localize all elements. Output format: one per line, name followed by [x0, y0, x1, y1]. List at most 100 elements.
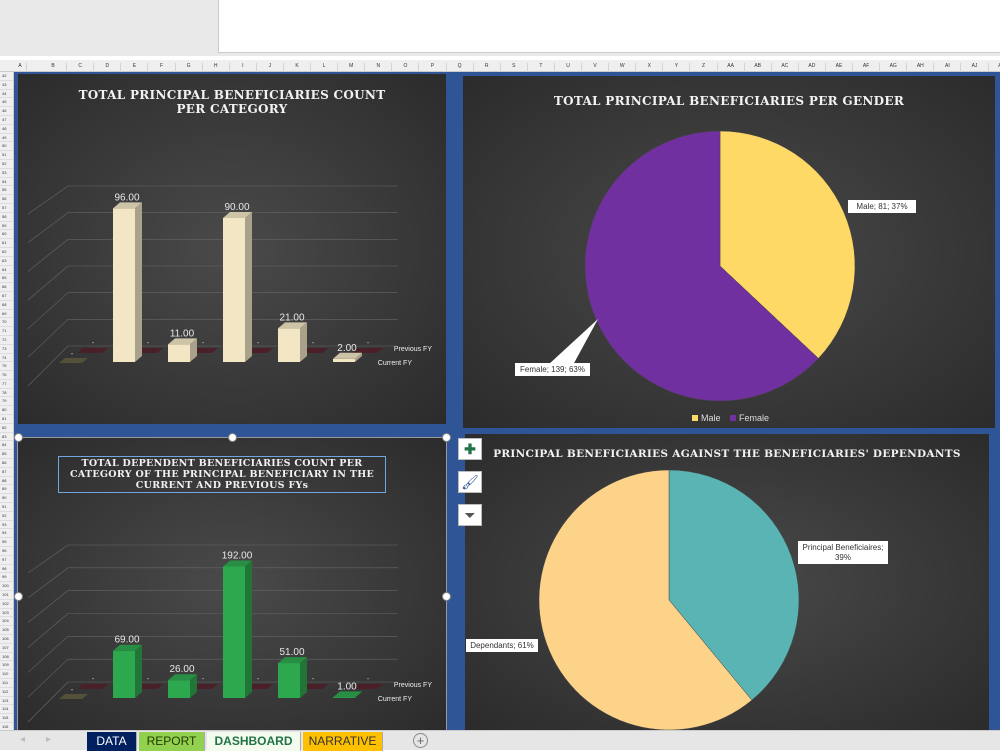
row-header[interactable]: 81	[0, 415, 13, 424]
chart-styles-button[interactable]: 🖌	[458, 471, 482, 493]
row-header[interactable]: 109	[0, 661, 13, 671]
row-header[interactable]: 57	[0, 204, 13, 213]
row-header[interactable]: 75	[0, 362, 13, 372]
column-header[interactable]: AF	[853, 63, 881, 72]
row-header[interactable]: 101	[0, 591, 13, 600]
row-header[interactable]: 106	[0, 635, 13, 644]
column-header[interactable]: U	[555, 63, 582, 72]
row-header[interactable]: 54	[0, 178, 13, 187]
row-header[interactable]: 95	[0, 538, 13, 548]
row-headers[interactable]: 42 43 44 45 46 47 48 49 50 51 52 53 54 55 56 57 58 59 60 61…	[0, 72, 14, 730]
column-header[interactable]: L	[311, 63, 339, 72]
row-header[interactable]: 86	[0, 459, 13, 468]
column-header[interactable]: K	[284, 63, 311, 72]
row-header[interactable]: 55	[0, 186, 13, 196]
row-header[interactable]: 77	[0, 380, 13, 389]
column-header[interactable]: B	[40, 63, 68, 72]
row-header[interactable]: 114	[0, 705, 13, 715]
column-header[interactable]: R	[474, 63, 501, 72]
column-header[interactable]: D	[94, 63, 122, 72]
row-header[interactable]: 93	[0, 521, 13, 530]
tab-report[interactable]: REPORT	[139, 732, 205, 751]
row-header[interactable]: 59	[0, 222, 13, 231]
column-header[interactable]: H	[203, 63, 230, 72]
row-header[interactable]: 56	[0, 195, 13, 204]
row-header[interactable]: 115	[0, 714, 13, 723]
row-header[interactable]: 43	[0, 81, 13, 90]
chart-elements-button[interactable]: ✚	[458, 438, 482, 460]
row-header[interactable]: 44	[0, 90, 13, 99]
row-header[interactable]: 105	[0, 626, 13, 635]
row-header[interactable]: 104	[0, 617, 13, 627]
row-header[interactable]: 46	[0, 107, 13, 116]
row-header[interactable]: 80	[0, 406, 13, 416]
row-header[interactable]: 111	[0, 679, 13, 688]
row-header[interactable]: 113	[0, 697, 13, 706]
row-header[interactable]: 96	[0, 547, 13, 556]
row-header[interactable]: 63	[0, 257, 13, 266]
row-header[interactable]: 103	[0, 609, 13, 618]
column-header[interactable]: T	[528, 63, 555, 72]
row-header[interactable]: 64	[0, 266, 13, 275]
row-header[interactable]: 48	[0, 125, 13, 134]
column-header[interactable]: M	[338, 63, 366, 72]
row-header[interactable]: 70	[0, 318, 13, 328]
row-header[interactable]: 66	[0, 283, 13, 292]
column-header[interactable]: P	[420, 63, 447, 72]
row-header[interactable]: 89	[0, 485, 13, 495]
row-header[interactable]: 94	[0, 529, 13, 539]
gender-pie-chart[interactable]: TOTAL PRINCIPAL BENEFICIARIES PER GENDER…	[463, 76, 995, 428]
column-header[interactable]: AK	[989, 63, 1000, 72]
row-header[interactable]: 110	[0, 670, 13, 679]
column-header[interactable]: Z	[691, 63, 718, 72]
row-header[interactable]: 49	[0, 134, 13, 143]
resize-handle[interactable]	[442, 592, 451, 601]
row-header[interactable]: 68	[0, 301, 13, 310]
row-header[interactable]: 102	[0, 600, 13, 609]
row-header[interactable]: 108	[0, 653, 13, 662]
column-header[interactable]: I	[230, 63, 257, 72]
column-header[interactable]: O	[392, 63, 420, 72]
row-header[interactable]: 100	[0, 582, 13, 592]
row-header[interactable]: 71	[0, 327, 13, 336]
column-header[interactable]: X	[636, 63, 664, 72]
row-header[interactable]: 51	[0, 151, 13, 160]
row-header[interactable]: 83	[0, 433, 13, 442]
row-header[interactable]: 90	[0, 494, 13, 504]
column-header[interactable]: N	[365, 63, 393, 72]
row-header[interactable]: 78	[0, 389, 13, 398]
add-sheet-button[interactable]: +	[413, 733, 428, 748]
column-header[interactable]: AH	[907, 63, 935, 72]
row-header[interactable]: 91	[0, 503, 13, 512]
column-header[interactable]: F	[149, 63, 176, 72]
column-header[interactable]: AJ	[962, 63, 989, 72]
row-header[interactable]: 74	[0, 354, 13, 363]
row-header[interactable]: 79	[0, 397, 13, 407]
row-header[interactable]: 98	[0, 565, 13, 574]
row-header[interactable]: 69	[0, 310, 13, 319]
row-header[interactable]: 42	[0, 72, 13, 81]
row-header[interactable]: 73	[0, 345, 13, 354]
resize-handle[interactable]	[228, 433, 237, 442]
row-header[interactable]: 84	[0, 441, 13, 451]
row-header[interactable]: 53	[0, 169, 13, 178]
row-header[interactable]: 112	[0, 688, 13, 697]
column-header[interactable]: AB	[745, 63, 772, 72]
row-header[interactable]: 50	[0, 142, 13, 152]
column-header[interactable]: S	[501, 63, 528, 72]
column-header[interactable]: AC	[772, 63, 799, 72]
row-header[interactable]: 116	[0, 723, 13, 730]
column-header[interactable]: AA	[718, 63, 745, 72]
column-header[interactable]: AG	[880, 63, 908, 72]
row-header[interactable]: 61	[0, 239, 13, 248]
row-header[interactable]: 99	[0, 573, 13, 583]
row-header[interactable]: 67	[0, 292, 13, 301]
row-header[interactable]: 58	[0, 213, 13, 222]
column-header[interactable]: W	[609, 63, 637, 72]
row-header[interactable]: 65	[0, 274, 13, 284]
row-header[interactable]: 72	[0, 336, 13, 345]
resize-handle[interactable]	[14, 592, 23, 601]
row-header[interactable]: 87	[0, 468, 13, 477]
column-header[interactable]: E	[121, 63, 149, 72]
resize-handle[interactable]	[14, 433, 23, 442]
